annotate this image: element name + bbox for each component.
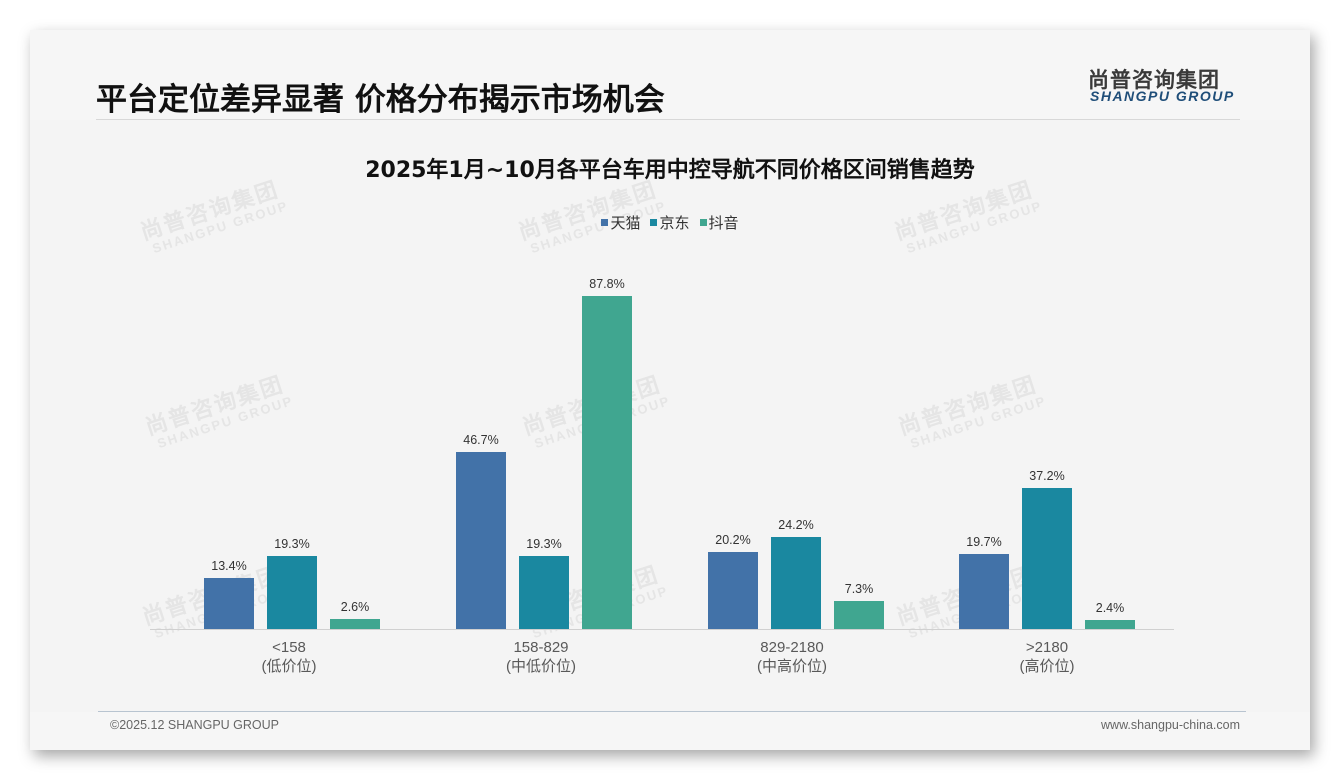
footer-divider	[98, 711, 1246, 712]
category-label: <158 (低价位)	[261, 639, 317, 675]
category-label: 158-829 (中低价位)	[506, 639, 576, 675]
legend-item-tmall[interactable]: 天猫	[601, 212, 640, 233]
data-label: 37.2%	[1029, 469, 1065, 483]
legend-label: 天猫	[610, 215, 641, 232]
footer-band	[30, 712, 1310, 750]
bar-douyin[interactable]	[1085, 620, 1135, 629]
header-divider	[96, 119, 1240, 120]
bar-tmall[interactable]	[456, 452, 506, 629]
data-label: 87.8%	[589, 277, 625, 291]
slide: 平台定位差异显著 价格分布揭示市场机会 尚普咨询集团 SHANGPU GROUP…	[30, 30, 1310, 750]
legend-item-douyin[interactable]: 抖音	[699, 212, 739, 233]
logo-cn: 尚普咨询集团	[1088, 68, 1220, 92]
data-label: 7.3%	[844, 582, 874, 596]
bar-douyin[interactable]	[834, 601, 884, 629]
bar-tmall[interactable]	[204, 578, 254, 629]
page-title: 平台定位差异显著 价格分布揭示市场机会	[96, 82, 665, 118]
category-label: >2180 (高价位)	[1019, 639, 1075, 675]
data-label: 19.3%	[526, 537, 562, 551]
chart-legend: 天猫 京东 抖音	[30, 212, 1310, 233]
bar-douyin[interactable]	[330, 619, 380, 629]
bar-douyin[interactable]	[582, 296, 632, 629]
bar-tmall[interactable]	[708, 552, 758, 629]
bar-tmall[interactable]	[959, 554, 1009, 629]
legend-swatch-icon	[601, 219, 609, 226]
plot-area: 13.4% 46.7% 20.2% 19.7% 19.3% 19.3% 24.2% 37.2%…	[150, 260, 1174, 630]
bar-jd[interactable]	[267, 556, 317, 629]
footer-website[interactable]: www.shangpu-china.com	[1101, 718, 1240, 732]
legend-label: 京东	[659, 215, 690, 232]
header-band	[30, 30, 1310, 120]
footer-copyright: ©2025.12 SHANGPU GROUP	[110, 718, 279, 732]
chart-title: 2025年1月~10月各平台车用中控导航不同价格区间销售趋势	[365, 158, 975, 183]
bar-jd[interactable]	[771, 537, 821, 629]
bar-jd[interactable]	[1022, 488, 1072, 629]
category-label: 829-2180 (中高价位)	[757, 639, 827, 675]
data-label: 24.2%	[778, 518, 814, 532]
data-label: 19.3%	[274, 537, 310, 551]
data-label: 19.7%	[966, 535, 1002, 549]
data-label: 13.4%	[211, 559, 247, 573]
legend-label: 抖音	[708, 215, 739, 232]
legend-item-jd[interactable]: 京东	[650, 212, 690, 233]
legend-swatch-icon	[650, 219, 658, 226]
x-axis-line	[150, 629, 1174, 630]
data-label: 46.7%	[463, 433, 499, 447]
logo-en: SHANGPU GROUP	[1090, 88, 1235, 104]
legend-swatch-icon	[699, 219, 707, 226]
data-label: 2.4%	[1095, 601, 1125, 615]
bar-jd[interactable]	[519, 556, 569, 629]
data-label: 20.2%	[715, 533, 751, 547]
data-label: 2.6%	[340, 600, 370, 614]
